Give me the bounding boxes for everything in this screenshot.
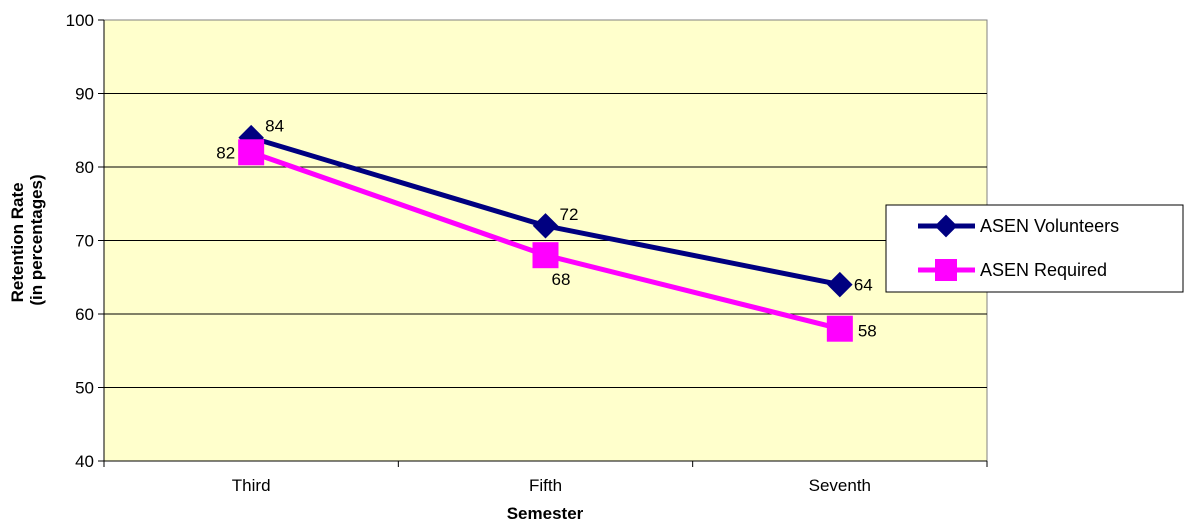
y-tick-label-70: 70: [75, 232, 94, 251]
y-tick-label-90: 90: [75, 85, 94, 104]
series-1-point-1: [532, 242, 559, 269]
legend: ASEN Volunteers ASEN Required: [885, 204, 1184, 293]
series-1-label-1: 68: [552, 270, 571, 289]
gridlines: [104, 93, 987, 388]
y-axis-title: Retention Rate (in percentages): [8, 174, 46, 305]
legend-marker-required: [935, 259, 957, 281]
y-tick-label-60: 60: [75, 305, 94, 324]
y-tick-label-100: 100: [66, 11, 94, 30]
series-0-label-0: 84: [265, 117, 284, 136]
series-0-point-2: [827, 271, 853, 298]
x-tick-label-third: Third: [232, 476, 271, 495]
x-tick-labels: Third Fifth Seventh: [232, 476, 871, 495]
series-0-label-1: 72: [560, 205, 579, 224]
y-tick-label-40: 40: [75, 452, 94, 471]
series-1-point-2: [826, 315, 853, 342]
series-1-label-0: 82: [216, 143, 235, 162]
y-tick-label-50: 50: [75, 379, 94, 398]
y-tick-label-80: 80: [75, 158, 94, 177]
y-tick-labels: 40 50 60 70 80 90 100: [66, 11, 94, 471]
series-1-label-2: 58: [858, 322, 877, 341]
legend-label-required: ASEN Required: [980, 260, 1107, 280]
y-axis-title-line2: (in percentages): [27, 174, 46, 305]
series-0-label-2: 64: [854, 276, 873, 295]
x-axis-title: Semester: [507, 504, 584, 523]
y-axis-title-line1: Retention Rate: [8, 182, 27, 302]
x-tick-label-seventh: Seventh: [809, 476, 871, 495]
series-0-point-1: [532, 213, 559, 239]
series-group: [238, 124, 853, 342]
series-1-point-0: [238, 139, 265, 166]
x-tick-label-fifth: Fifth: [529, 476, 562, 495]
axes: [98, 19, 988, 467]
legend-label-volunteers: ASEN Volunteers: [980, 216, 1119, 236]
data-labels: 84 72 64 82 68 58: [216, 117, 877, 341]
